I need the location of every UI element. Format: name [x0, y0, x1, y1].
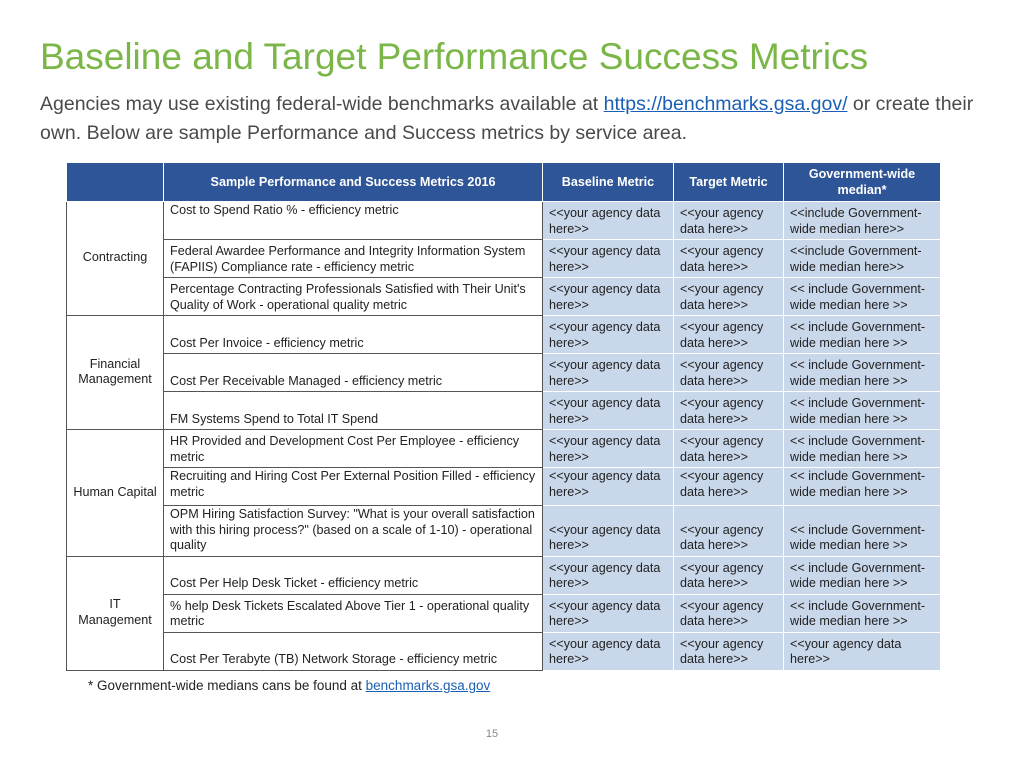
table-header-row: Sample Performance and Success Metrics 2… [66, 162, 941, 202]
baseline-cell: <<your agency data here>> [542, 277, 674, 316]
page-title: Baseline and Target Performance Success … [40, 36, 869, 77]
target-cell: <<your agency data here>> [673, 315, 784, 354]
service-area-cell: IT Management [66, 555, 164, 671]
table-row: Federal Awardee Performance and Integrit… [67, 239, 941, 278]
table-body: Contracting Cost to Spend Ratio % - effic… [66, 201, 941, 671]
median-cell: << include Government-wide median here >… [783, 593, 941, 633]
service-area-cell: Human Capital [66, 429, 164, 557]
baseline-cell: <<your agency data here>> [542, 505, 674, 557]
table-row: % help Desk Tickets Escalated Above Tier… [67, 593, 941, 633]
table-row: OPM Hiring Satisfaction Survey: "What is… [67, 505, 941, 557]
metric-cell: OPM Hiring Satisfaction Survey: "What is… [163, 505, 543, 557]
table-row: Cost Per Receivable Managed - efficiency… [67, 353, 941, 392]
table-row: IT Management Cost Per Help Desk Ticket -… [66, 555, 941, 671]
header-baseline: Baseline Metric [542, 162, 674, 202]
footnote: * Government-wide medians cans be found … [88, 678, 490, 693]
table-row: Contracting Cost to Spend Ratio % - effic… [66, 201, 941, 316]
baseline-cell: <<your agency data here>> [542, 555, 674, 595]
service-area-cell: Contracting [66, 201, 164, 316]
target-cell: <<your agency data here>> [673, 505, 784, 557]
baseline-cell: <<your agency data here>> [542, 467, 674, 506]
table-row: Cost Per Terabyte (TB) Network Storage -… [67, 631, 941, 671]
target-cell: <<your agency data here>> [673, 277, 784, 316]
target-cell: <<your agency data here>> [673, 239, 784, 278]
baseline-cell: <<your agency data here>> [542, 631, 674, 671]
target-cell: <<your agency data here>> [673, 391, 784, 430]
metric-cell: Percentage Contracting Professionals Sat… [163, 277, 543, 316]
table-row: FM Systems Spend to Total IT Spend <<your… [67, 391, 941, 430]
baseline-cell: <<your agency data here>> [542, 429, 674, 468]
baseline-cell: <<your agency data here>> [542, 239, 674, 278]
metric-cell: % help Desk Tickets Escalated Above Tier… [163, 593, 543, 633]
footnote-text: * Government-wide medians cans be found … [88, 678, 366, 693]
median-cell: << include Government-wide median here >… [783, 277, 941, 316]
target-cell: <<your agency data here>> [673, 467, 784, 506]
header-target: Target Metric [673, 162, 784, 202]
baseline-cell: <<your agency data here>> [542, 201, 674, 240]
header-median: Government-wide median* [783, 162, 941, 202]
header-area [66, 162, 164, 202]
subtitle-text-after: or create their own. Below are sample Pe… [40, 93, 974, 144]
median-cell: <<include Government-wide median here>> [783, 239, 941, 278]
target-cell: <<your agency data here>> [673, 429, 784, 468]
median-cell: <<your agency data here>> [783, 631, 941, 671]
table-row: Human Capital HR Provided and Development… [66, 429, 941, 557]
subtitle: Agencies may use existing federal-wide b… [40, 90, 990, 148]
baseline-cell: <<your agency data here>> [542, 315, 674, 354]
median-cell: << include Government-wide median here >… [783, 505, 941, 557]
median-cell: << include Government-wide median here >… [783, 391, 941, 430]
table-row: Recruiting and Hiring Cost Per External … [67, 467, 941, 506]
baseline-cell: <<your agency data here>> [542, 391, 674, 430]
median-cell: << include Government-wide median here >… [783, 429, 941, 468]
metric-cell: HR Provided and Development Cost Per Emp… [163, 429, 543, 468]
median-cell: << include Government-wide median here >… [783, 315, 941, 354]
service-area-cell: Financial Management [66, 315, 164, 430]
target-cell: <<your agency data here>> [673, 201, 784, 240]
table-row: Percentage Contracting Professionals Sat… [67, 277, 941, 316]
target-cell: <<your agency data here>> [673, 353, 784, 392]
metric-cell: Federal Awardee Performance and Integrit… [163, 239, 543, 278]
metric-cell: FM Systems Spend to Total IT Spend [163, 391, 543, 430]
subtitle-text-before: Agencies may use existing federal-wide b… [40, 93, 604, 115]
benchmarks-link[interactable]: https://benchmarks.gsa.gov/ [603, 93, 848, 115]
metric-cell: Cost Per Terabyte (TB) Network Storage -… [163, 631, 543, 671]
median-cell: << include Government-wide median here >… [783, 353, 941, 392]
metrics-table: Sample Performance and Success Metrics 2… [66, 162, 941, 671]
baseline-cell: <<your agency data here>> [542, 353, 674, 392]
baseline-cell: <<your agency data here>> [542, 593, 674, 633]
target-cell: <<your agency data here>> [673, 593, 784, 633]
median-cell: << include Government-wide median here >… [783, 467, 941, 506]
metric-cell: Cost Per Receivable Managed - efficiency… [163, 353, 543, 392]
table-row: Financial Management Cost Per Invoice - e… [66, 315, 941, 430]
metric-cell: Cost to Spend Ratio % - efficiency metri… [163, 201, 543, 240]
target-cell: <<your agency data here>> [673, 555, 784, 595]
metric-cell: Recruiting and Hiring Cost Per External … [163, 467, 543, 506]
metric-cell: Cost Per Invoice - efficiency metric [163, 315, 543, 354]
header-metric: Sample Performance and Success Metrics 2… [163, 162, 543, 202]
median-cell: << include Government-wide median here >… [783, 555, 941, 595]
median-cell: <<include Government-wide median here>> [783, 201, 941, 240]
metric-cell: Cost Per Help Desk Ticket - efficiency m… [163, 555, 543, 595]
page-number: 15 [485, 728, 499, 740]
footnote-link[interactable]: benchmarks.gsa.gov [365, 678, 491, 693]
target-cell: <<your agency data here>> [673, 631, 784, 671]
